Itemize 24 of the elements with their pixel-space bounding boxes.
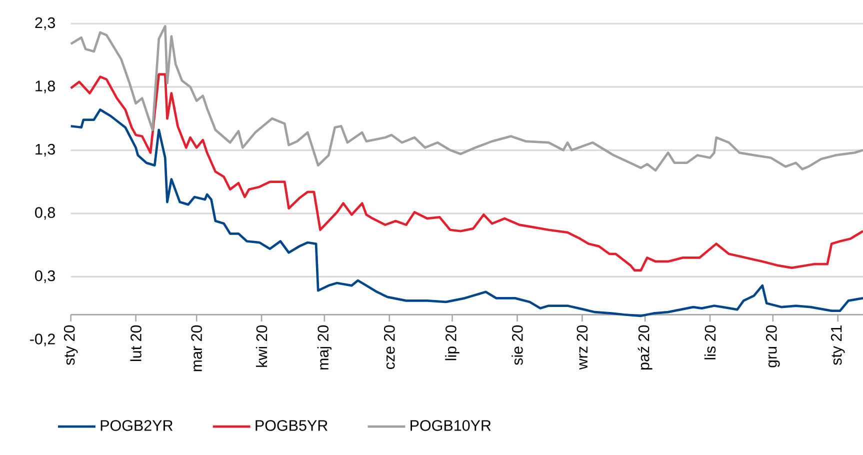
x-tick-label: gru 20 [766,325,780,368]
x-tick-label: paź 20 [638,325,652,370]
x-tick-label: mar 20 [191,325,202,372]
y-tick-label: 1,3 [36,144,55,156]
y-tick-label: 0,8 [35,207,55,220]
x-tick-label: sie 20 [512,325,523,365]
y-tick-label: 2,3 [35,17,55,30]
y-tick-label: -0,2 [30,334,55,346]
x-tick-label: lut 20 [130,325,142,361]
y-tick-label: 1,8 [36,80,55,94]
legend-label: POGB2YR [100,420,173,431]
x-tick-label: wrz 20 [576,325,588,370]
line-series [70,108,863,317]
x-tick-label: kwi 20 [256,325,268,367]
x-tick-label: lip 20 [445,325,460,360]
x-tick-label: sty 21 [830,325,845,365]
x-tick-label: maj 20 [317,325,332,370]
legend-label: POGB5YR [256,420,328,431]
x-tick-label: lis 20 [704,325,716,360]
line-series [70,24,863,172]
x-tick-label: cze 20 [384,325,395,369]
legend-label: POGB10YR [410,420,491,431]
y-tick-label: 0,3 [35,270,55,283]
x-tick-label: sty 20 [64,325,78,365]
